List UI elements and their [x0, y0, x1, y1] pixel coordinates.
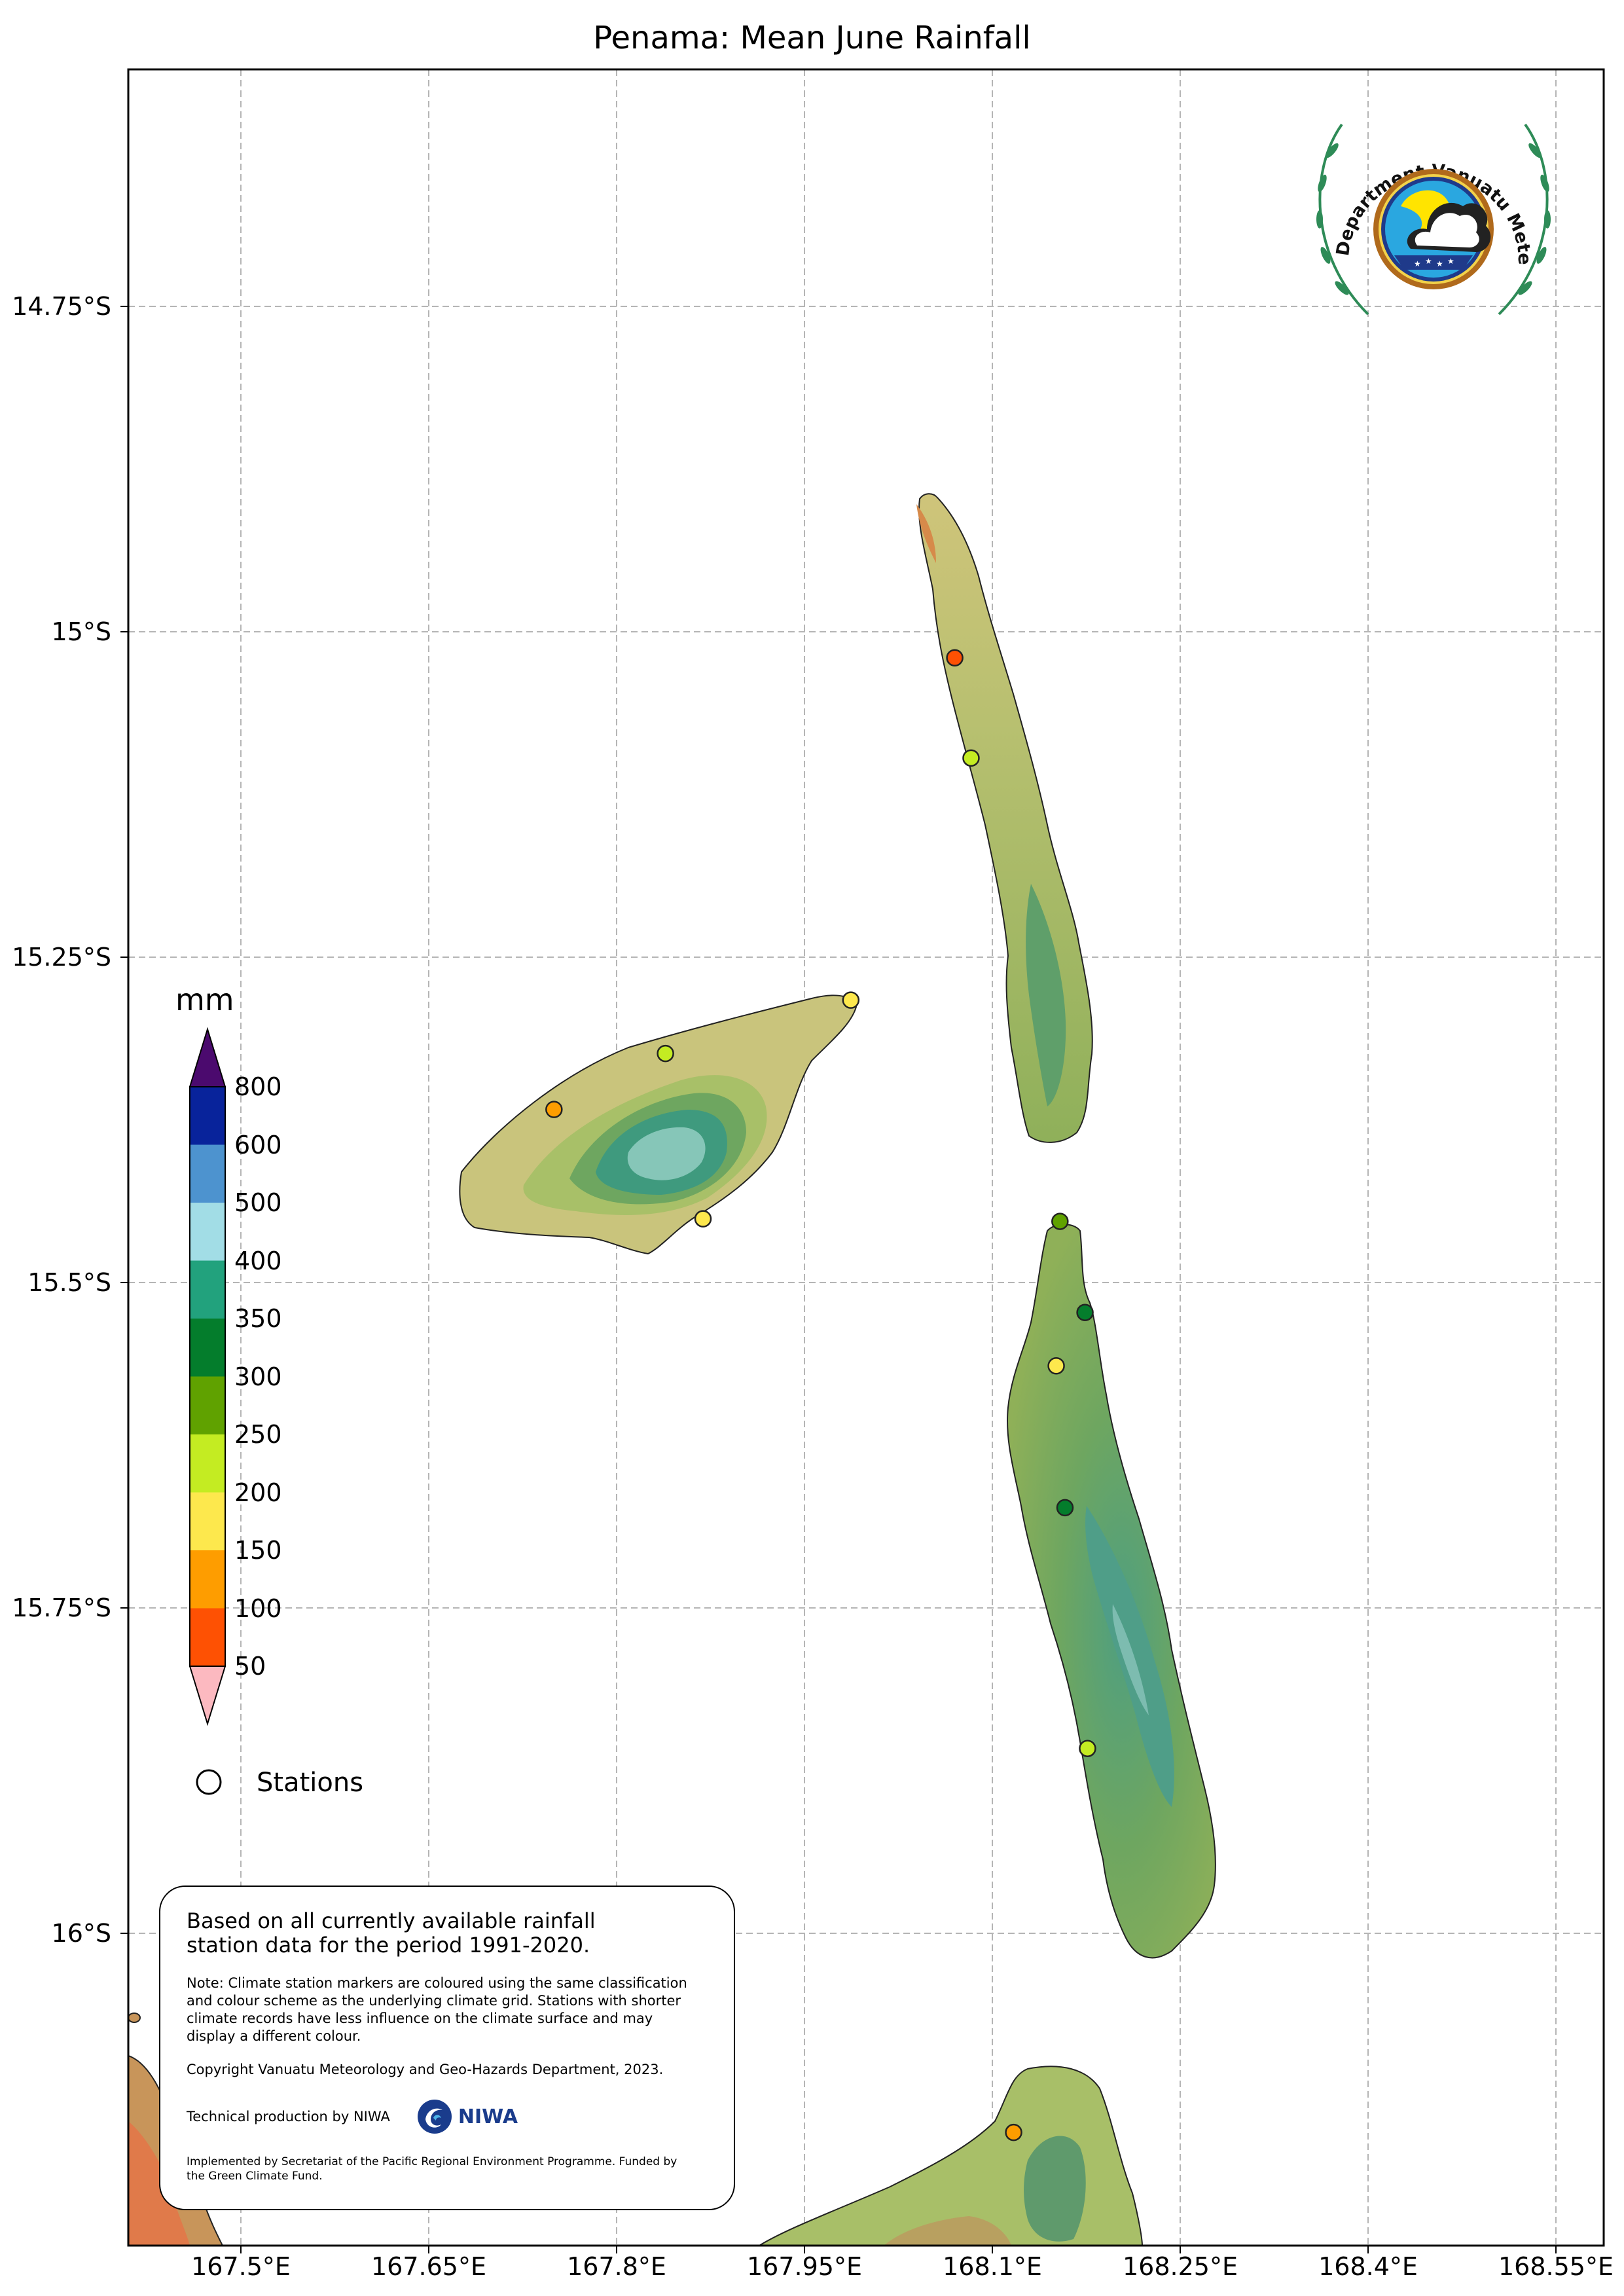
svg-text:★: ★ [1436, 259, 1443, 268]
colorbar-arrow-bottom [189, 1666, 226, 1726]
station-marker [657, 1044, 674, 1063]
vmgd-logo: Department Vanuatu Meteorology and Geo-H… [1296, 98, 1551, 316]
colorbar-label: 150 [234, 1536, 282, 1565]
axis-ticks [120, 306, 1557, 2253]
niwa-swirl-icon [417, 2100, 452, 2134]
svg-text:★: ★ [1447, 257, 1454, 266]
colorbar-bin [190, 1492, 225, 1551]
lon-tick-label: 167.65°E [371, 2252, 486, 2281]
colorbar [189, 1027, 226, 1726]
colorbar-bin [190, 1203, 225, 1261]
lon-tick-label: 167.8°E [567, 2252, 666, 2281]
stations-legend-marker [196, 1769, 222, 1795]
lat-tick-label: 15.5°S [27, 1268, 111, 1297]
station-marker [1047, 1357, 1065, 1375]
station-marker [545, 1101, 563, 1118]
svg-text:★: ★ [1425, 257, 1432, 266]
colorbar-label: 800 [234, 1072, 282, 1101]
station-marker [1079, 1740, 1096, 1757]
colorbar-label: 350 [234, 1304, 282, 1333]
niwa-logo-text: NIWA [458, 2105, 518, 2128]
map-title: Penama: Mean June Rainfall [593, 20, 1031, 56]
station-marker [962, 749, 980, 767]
station-markers [545, 649, 1096, 2141]
lon-tick-label: 167.5°E [191, 2252, 291, 2281]
svg-text:★: ★ [1414, 259, 1421, 268]
info-technical-text: Technical production by NIWA [187, 2109, 390, 2124]
stations-legend-label: Stations [257, 1768, 364, 1798]
colorbar-label: 200 [234, 1478, 282, 1507]
colorbar-label: 300 [234, 1362, 282, 1391]
station-marker [1076, 1303, 1094, 1321]
colorbar-outline [189, 1086, 226, 1667]
lat-tick-label: 16°S [51, 1919, 111, 1948]
lon-tick-label: 168.4°E [1318, 2252, 1418, 2281]
colorbar-label: 400 [234, 1246, 282, 1275]
lon-tick-label: 168.1°E [943, 2252, 1042, 2281]
info-technical-row: Technical production by NIWA NIWA [187, 2098, 708, 2135]
colorbar-label: 500 [234, 1188, 282, 1217]
colorbar-unit: mm [175, 982, 234, 1017]
lat-tick-label: 15.25°S [12, 943, 111, 972]
colorbar-bin [190, 1608, 225, 1667]
colorbar-bin [190, 1260, 225, 1319]
island-maewo [916, 493, 1093, 1143]
info-implemented-text: Implemented by Secretariat of the Pacifi… [187, 2155, 677, 2183]
station-marker [946, 649, 964, 667]
station-marker [1005, 2123, 1022, 2141]
lon-tick-label: 167.95°E [747, 2252, 862, 2281]
niwa-logo: NIWA [416, 2098, 518, 2135]
colorbar-label: 600 [234, 1130, 282, 1159]
station-marker [842, 991, 860, 1009]
colorbar-bin [190, 1144, 225, 1203]
info-main-text: Based on all currently available rainfal… [187, 1908, 596, 1958]
colorbar-bin [190, 1319, 225, 1377]
colorbar-label: 100 [234, 1594, 282, 1623]
station-marker [694, 1210, 712, 1228]
lon-tick-label: 168.55°E [1498, 2252, 1614, 2281]
colorbar-arrow-top [189, 1027, 226, 1087]
info-note-text: Note: Climate station markers are colour… [187, 1975, 687, 2044]
map-frame [127, 68, 1605, 2247]
colorbar-label: 50 [234, 1652, 266, 1681]
colorbar-bin [190, 1434, 225, 1493]
info-copyright-text: Copyright Vanuatu Meteorology and Geo-Ha… [187, 2062, 664, 2077]
colorbar-bin [190, 1087, 225, 1145]
station-marker [1051, 1212, 1069, 1230]
laurel-leaves-icon [1316, 143, 1551, 295]
info-box: Based on all currently available rainfal… [159, 1886, 735, 2210]
colorbar-label: 250 [234, 1420, 282, 1449]
island-ambae [459, 994, 857, 1255]
lon-tick-label: 168.25°E [1123, 2252, 1238, 2281]
lat-tick-label: 14.75°S [12, 292, 111, 321]
colorbar-bin [190, 1376, 225, 1435]
colorbar-bin [190, 1550, 225, 1609]
lat-tick-label: 15.75°S [12, 1594, 111, 1622]
station-marker [1056, 1499, 1074, 1517]
lat-tick-label: 15°S [51, 617, 111, 646]
island-pentecost [1007, 1224, 1216, 1959]
